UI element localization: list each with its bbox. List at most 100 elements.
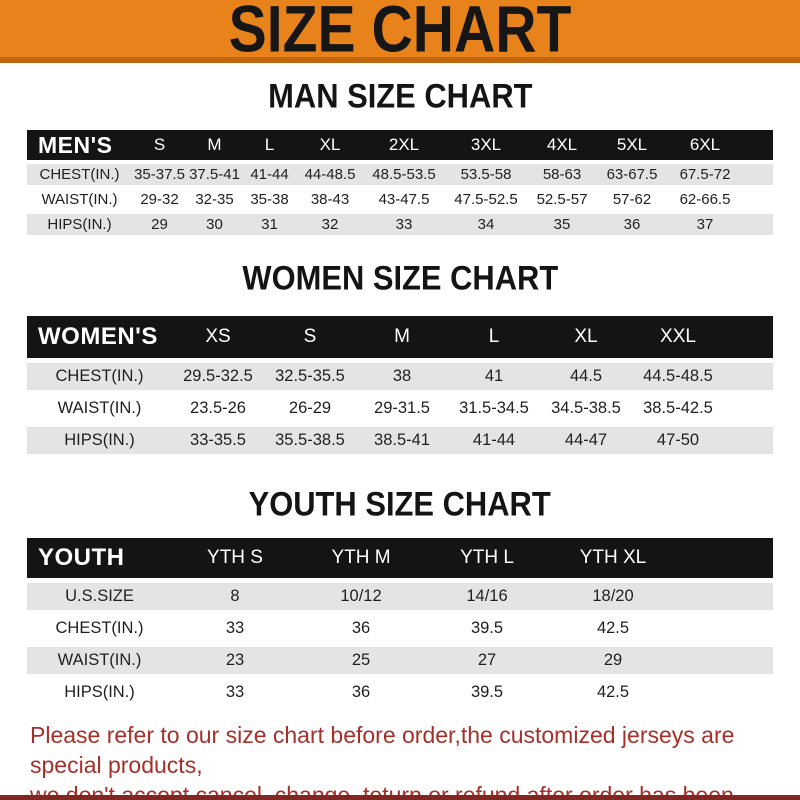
size-value-cell: 29 xyxy=(151,216,168,233)
size-value-cell: 41-44 xyxy=(250,166,289,183)
size-value-cell: 38.5-42.5 xyxy=(643,399,713,417)
size-value-cell: 14/16 xyxy=(466,587,508,605)
size-column-header: XS xyxy=(205,326,231,347)
size-column-header: M xyxy=(394,326,410,347)
women-table-header-row: WOMEN'S XS S M L XL XXL xyxy=(27,316,773,358)
size-value-cell: 48.5-53.5 xyxy=(372,166,436,183)
size-value-cell: 34.5-38.5 xyxy=(551,399,621,417)
size-value-cell: 34 xyxy=(477,216,495,233)
size-value-cell: 37 xyxy=(696,216,714,233)
size-value-cell: 42.5 xyxy=(596,683,630,701)
size-column-header: 6XL xyxy=(689,135,721,154)
size-value-cell: 30 xyxy=(206,216,223,233)
size-value-cell: 35-37.5 xyxy=(134,166,185,183)
size-value-cell: 52.5-57 xyxy=(536,191,588,208)
size-column-header: L xyxy=(488,326,500,347)
size-column-header: XL xyxy=(574,326,598,347)
size-value-cell: 42.5 xyxy=(596,619,630,637)
size-value-cell: 32.5-35.5 xyxy=(275,367,345,385)
measurement-row-label: CHEST(IN.) xyxy=(55,367,144,385)
section-heading-man-text: MAN SIZE CHART xyxy=(267,77,533,116)
measurement-row-label: WAIST(IN.) xyxy=(57,651,142,669)
size-value-cell: 35.5-38.5 xyxy=(275,431,345,449)
section-heading-youth: YOUTH SIZE CHART xyxy=(0,485,800,524)
men-chest-row: CHEST(IN.) 35-37.5 37.5-41 41-44 44-48.5… xyxy=(27,164,773,185)
youth-table-title: YOUTH xyxy=(38,544,125,571)
size-value-cell: 25 xyxy=(351,651,371,669)
size-value-cell: 10/12 xyxy=(340,587,382,605)
measurement-row-label: U.S.SIZE xyxy=(65,587,134,605)
size-column-header: XXL xyxy=(660,326,696,347)
youth-ussize-row: U.S.SIZE 8 10/12 14/16 18/20 xyxy=(27,583,773,610)
size-value-cell: 31 xyxy=(261,216,278,233)
size-value-cell: 57-62 xyxy=(612,191,652,208)
size-column-header: YTH XL xyxy=(579,547,647,568)
size-value-cell: 36 xyxy=(351,619,371,637)
size-value-cell: 33 xyxy=(395,216,413,233)
size-value-cell: 62-66.5 xyxy=(679,191,731,208)
men-table-title: MEN'S xyxy=(38,131,113,158)
size-column-header: M xyxy=(207,135,222,154)
size-column-header: XL xyxy=(319,135,341,154)
size-value-cell: 47.5-52.5 xyxy=(454,191,518,208)
size-value-cell: 23.5-26 xyxy=(190,399,246,417)
youth-size-table: YOUTH YTH S YTH M YTH L YTH XL U.S.SIZE … xyxy=(27,538,773,706)
men-size-table: MEN'S S M L XL 2XL 3XL 4XL 5XL 6XL CHEST… xyxy=(27,130,773,235)
size-value-cell: 39.5 xyxy=(470,619,504,637)
youth-hips-row: HIPS(IN.) 33 36 39.5 42.5 xyxy=(27,679,773,706)
size-value-cell: 63-67.5 xyxy=(606,166,658,183)
section-heading-women-text: WOMEN SIZE CHART xyxy=(242,259,558,298)
size-column-header: L xyxy=(264,135,275,154)
measurement-row-label: HIPS(IN.) xyxy=(64,683,135,701)
men-hips-row: HIPS(IN.) 29 30 31 32 33 34 35 36 37 xyxy=(27,214,773,235)
size-value-cell: 23 xyxy=(225,651,245,669)
size-value-cell: 36 xyxy=(623,216,641,233)
size-value-cell: 36 xyxy=(351,683,371,701)
size-value-cell: 33 xyxy=(225,683,245,701)
section-heading-man: MAN SIZE CHART xyxy=(0,77,800,116)
size-column-header: S xyxy=(153,135,166,154)
measurement-row-label: WAIST(IN.) xyxy=(41,191,118,208)
women-chest-row: CHEST(IN.) 29.5-32.5 32.5-35.5 38 41 44.… xyxy=(27,363,773,390)
size-value-cell: 44.5-48.5 xyxy=(643,367,713,385)
size-column-header: S xyxy=(303,326,317,347)
size-column-header: 4XL xyxy=(546,135,578,154)
size-value-cell: 44-47 xyxy=(564,431,608,449)
size-value-cell: 38.5-41 xyxy=(374,431,430,449)
measurement-row-label: WAIST(IN.) xyxy=(57,399,142,417)
youth-waist-row: WAIST(IN.) 23 25 27 29 xyxy=(27,647,773,674)
women-waist-row: WAIST(IN.) 23.5-26 26-29 29-31.5 31.5-34… xyxy=(27,395,773,422)
women-size-table: WOMEN'S XS S M L XL XXL CHEST(IN.) 29.5-… xyxy=(27,316,773,454)
measurement-row-label: HIPS(IN.) xyxy=(47,216,112,233)
size-value-cell: 44-48.5 xyxy=(304,166,356,183)
section-heading-women: WOMEN SIZE CHART xyxy=(0,259,800,298)
women-hips-row: HIPS(IN.) 33-35.5 35.5-38.5 38.5-41 41-4… xyxy=(27,427,773,454)
size-value-cell: 33-35.5 xyxy=(190,431,246,449)
disclaimer-line-1: Please refer to our size chart before or… xyxy=(30,722,735,778)
size-column-header: YTH L xyxy=(460,547,514,568)
size-value-cell: 33 xyxy=(225,619,245,637)
size-value-cell: 32 xyxy=(321,216,339,233)
banner-title: SIZE CHART xyxy=(228,0,572,66)
youth-table-header-row: YOUTH YTH S YTH M YTH L YTH XL xyxy=(27,538,773,578)
size-value-cell: 27 xyxy=(477,651,497,669)
size-value-cell: 35-38 xyxy=(250,191,289,208)
size-value-cell: 39.5 xyxy=(470,683,504,701)
section-heading-youth-text: YOUTH SIZE CHART xyxy=(248,485,552,524)
size-value-cell: 32-35 xyxy=(195,191,234,208)
size-value-cell: 31.5-34.5 xyxy=(459,399,529,417)
size-value-cell: 67.5-72 xyxy=(679,166,731,183)
size-value-cell: 58-63 xyxy=(542,166,582,183)
size-value-cell: 18/20 xyxy=(592,587,634,605)
size-value-cell: 8 xyxy=(230,587,240,605)
measurement-row-label: CHEST(IN.) xyxy=(55,619,144,637)
size-value-cell: 29-32 xyxy=(140,191,179,208)
size-column-header: 3XL xyxy=(470,135,502,154)
size-value-cell: 41 xyxy=(484,367,504,385)
size-value-cell: 29.5-32.5 xyxy=(183,367,253,385)
size-value-cell: 43-47.5 xyxy=(378,191,430,208)
size-value-cell: 29-31.5 xyxy=(374,399,430,417)
size-column-header: YTH S xyxy=(207,547,263,568)
size-value-cell: 41-44 xyxy=(472,431,516,449)
size-chart-banner: SIZE CHART xyxy=(0,0,800,63)
